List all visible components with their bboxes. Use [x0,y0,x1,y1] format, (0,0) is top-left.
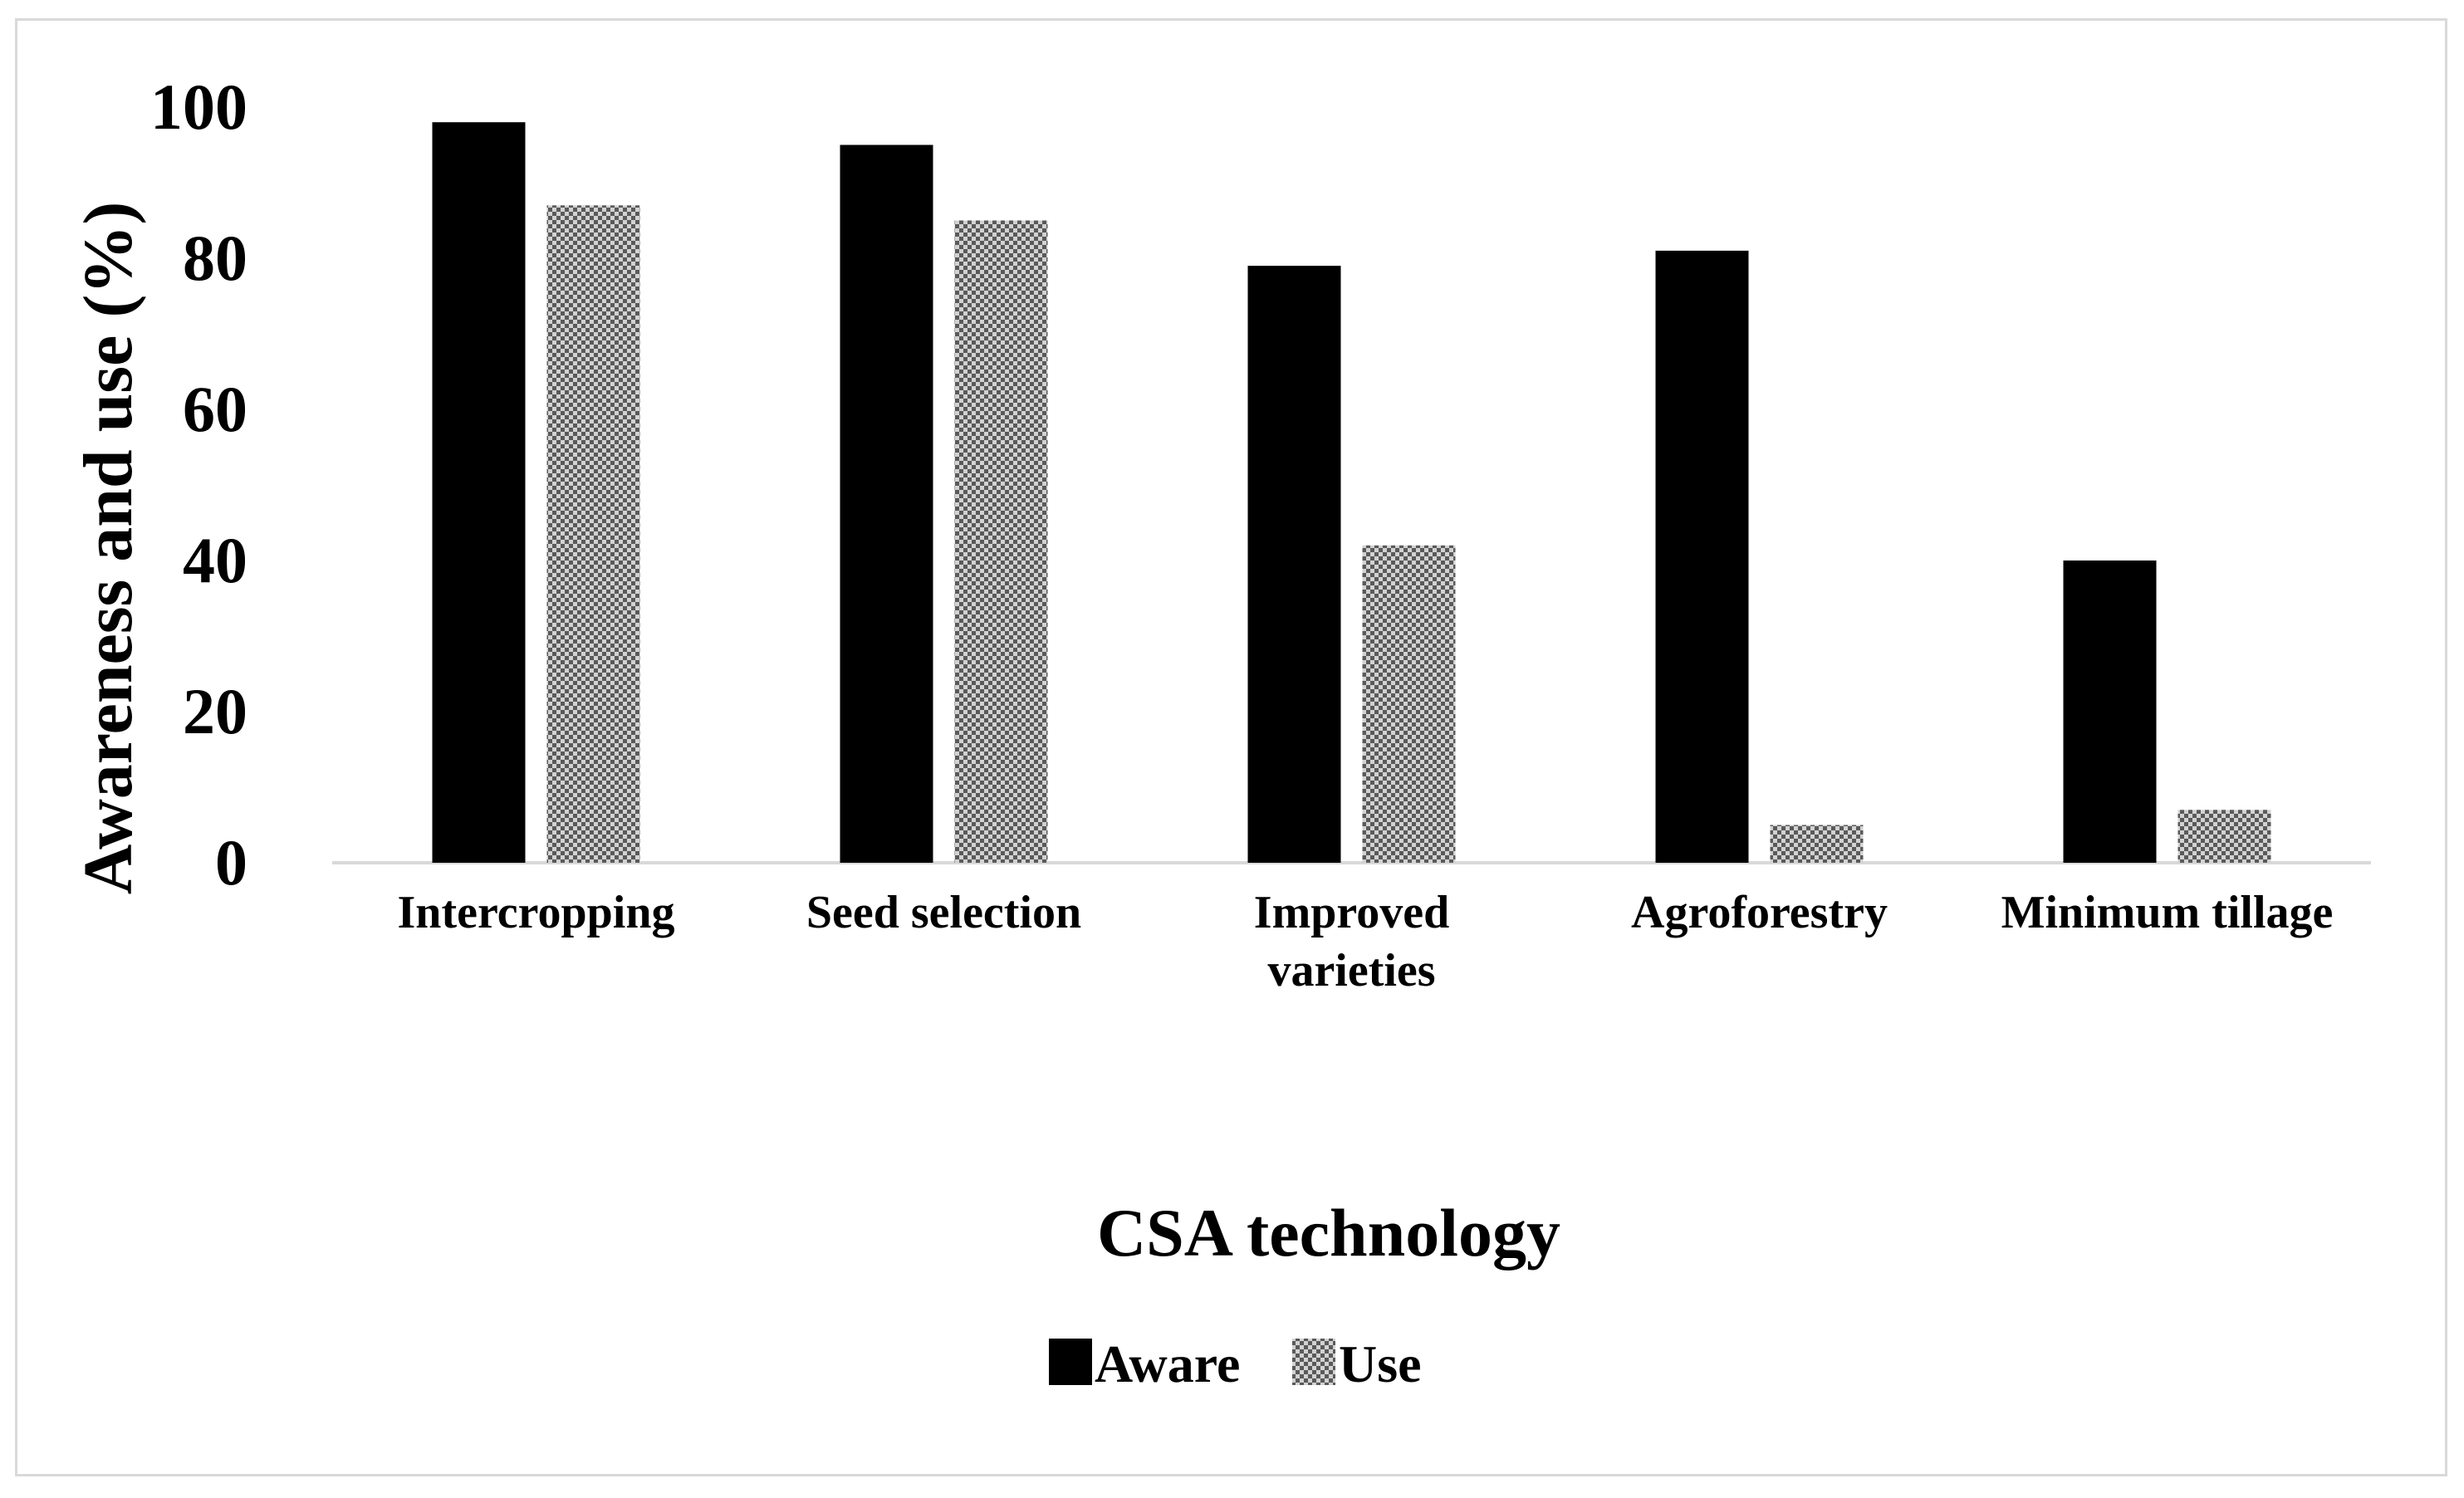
bar-aware-1 [840,144,933,863]
y-tick-label: 60 [183,373,247,445]
bar-use-0 [546,205,640,864]
y-tick-label: 100 [150,71,247,143]
bar-aware-0 [432,122,526,863]
x-axis-title: CSA technology [1097,1195,1560,1270]
bar-aware-3 [1655,250,1749,863]
x-tick-label: Agroforestry [1631,887,1888,938]
bar-use-1 [954,220,1048,863]
x-tick-label: Seed selection [806,887,1081,938]
y-tick-label: 80 [183,222,247,294]
legend: Aware Use [1049,1334,1422,1393]
bar-use-3 [1770,825,1864,863]
bar-use-4 [2177,810,2271,863]
y-tick-label: 0 [215,826,247,898]
y-tick-label: 40 [183,524,247,596]
y-axis-title: Awareness and use (%) [70,202,147,895]
legend-label-use: Use [1339,1334,1422,1393]
legend-label-aware: Aware [1095,1334,1240,1393]
bar-use-2 [1362,545,1456,863]
x-tick-label: Improved varieties [1254,887,1449,996]
legend-swatch-use [1292,1339,1335,1385]
x-tick-label: Minimum tillage [2001,887,2334,938]
legend-swatch-aware [1049,1339,1092,1385]
chart-frame [15,18,2447,1476]
bar-aware-2 [1247,266,1341,864]
bar-aware-4 [2063,561,2157,863]
x-tick-label: Intercropping [398,887,675,938]
y-tick-label: 20 [183,675,247,747]
